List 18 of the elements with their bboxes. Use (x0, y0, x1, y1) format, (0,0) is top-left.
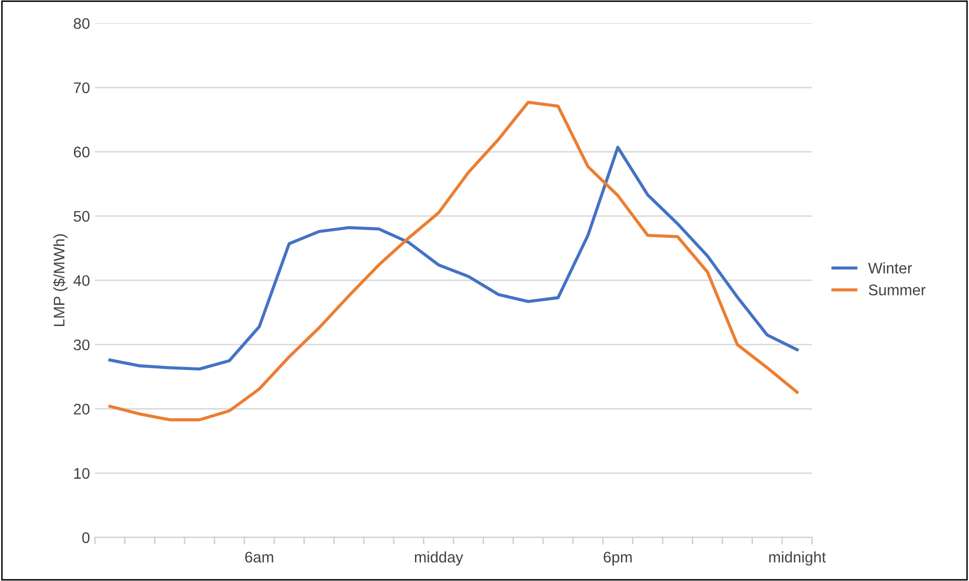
y-tick-label: 80 (74, 18, 90, 29)
y-tick-label: 40 (73, 275, 90, 286)
y-tick-label: 10 (74, 468, 90, 479)
x-tick-label: midnight (769, 551, 826, 566)
y-axis-title: LMP ($/MWh) (53, 234, 68, 326)
y-tick-label: 20 (74, 404, 90, 415)
line-series (108, 100, 799, 422)
y-tick-label: 60 (74, 146, 90, 158)
x-tick-label: midday (414, 551, 464, 566)
y-tick-label: 0 (82, 532, 90, 544)
x-tick-label: 6pm (604, 552, 632, 566)
legend-label: Summer (868, 284, 926, 296)
y-tick-label: 70 (74, 82, 90, 94)
x-tick-label: 6am (245, 552, 274, 563)
line-series (108, 146, 799, 371)
y-tick-label: 30 (74, 339, 90, 350)
y-tick-label: 50 (74, 210, 90, 222)
legend-label: Winter (868, 262, 912, 274)
